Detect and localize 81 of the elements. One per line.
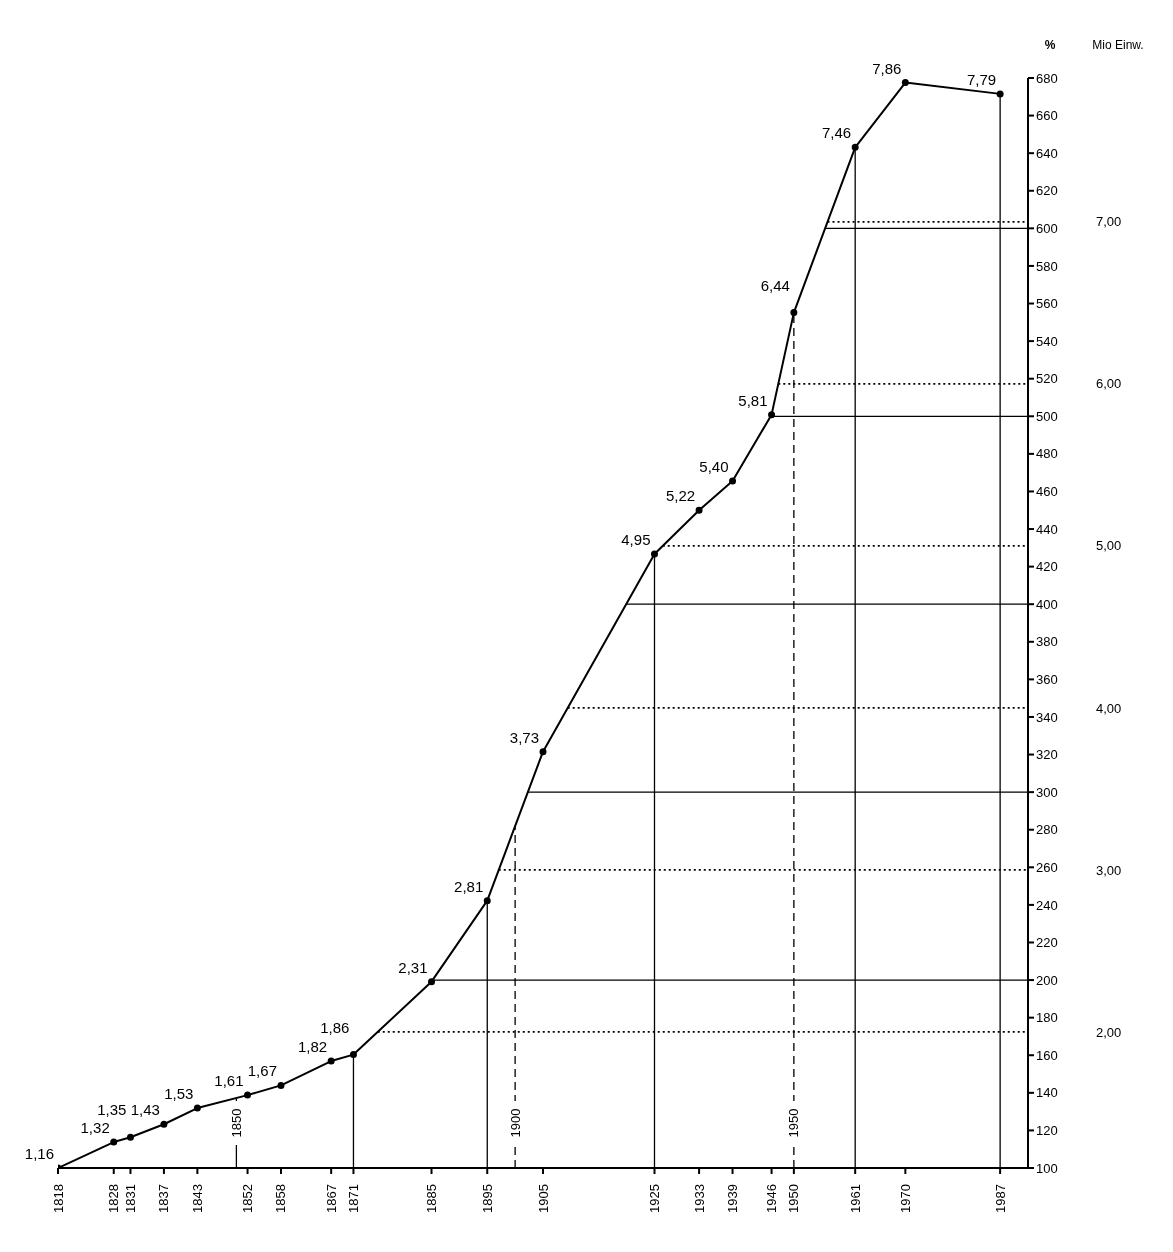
y2-tick-label: 4,00	[1096, 700, 1122, 716]
y-tick-label: 560	[1036, 296, 1058, 312]
y-tick-label: 400	[1036, 596, 1058, 612]
x-tick-label: 1858	[273, 1184, 289, 1213]
y-tick-label: 420	[1036, 559, 1058, 575]
y-tick-label: 600	[1036, 220, 1058, 236]
data-label: 5,40	[699, 458, 729, 476]
y-tick-label: 520	[1036, 371, 1058, 387]
x-tick-label: 1895	[479, 1184, 495, 1213]
y-tick-label: 220	[1036, 935, 1058, 951]
y-tick-label: 300	[1036, 784, 1058, 800]
data-label: 1,86	[320, 1018, 350, 1036]
ref-line-label: 1900	[507, 1108, 523, 1138]
data-label: 3,73	[509, 728, 539, 746]
y-tick-label: 280	[1036, 822, 1058, 838]
x-tick-label: 1961	[847, 1184, 863, 1213]
y-tick-label: 440	[1036, 521, 1058, 537]
y-tick-label: 580	[1036, 258, 1058, 274]
y-axis-title: %	[1043, 38, 1057, 52]
data-label: 1,16	[24, 1145, 54, 1162]
y-tick-label: 640	[1036, 145, 1058, 161]
y-tick-label: 500	[1036, 408, 1058, 424]
y2-tick-label: 5,00	[1096, 538, 1122, 554]
data-label: 1,35	[97, 1101, 127, 1119]
y-tick-label: 140	[1036, 1085, 1058, 1101]
y-tick-label: 620	[1036, 183, 1058, 199]
x-tick-label: 1939	[725, 1184, 741, 1213]
y-tick-label: 100	[1036, 1160, 1058, 1176]
y-tick-label: 680	[1036, 70, 1058, 86]
x-tick-label: 1867	[323, 1184, 339, 1213]
data-label: 1,67	[247, 1062, 277, 1080]
data-label: 1,61	[214, 1072, 244, 1090]
y-tick-label: 200	[1036, 972, 1058, 988]
x-tick-label: 1843	[189, 1184, 205, 1213]
ref-line-label: 1950	[786, 1108, 802, 1138]
y2-tick-label: 3,00	[1096, 862, 1122, 878]
x-tick-label: 1905	[535, 1184, 551, 1213]
y-tick-label: 360	[1036, 671, 1058, 687]
y-tick-label: 480	[1036, 446, 1058, 462]
y-tick-label: 260	[1036, 859, 1058, 875]
x-tick-label: 1933	[691, 1184, 707, 1213]
data-label: 4,95	[621, 530, 651, 548]
data-label: 7,86	[872, 59, 902, 77]
y-tick-label: 540	[1036, 333, 1058, 349]
data-label: 1,43	[130, 1101, 160, 1119]
x-tick-label: 1852	[240, 1184, 256, 1213]
y2-tick-label: 6,00	[1096, 376, 1122, 392]
x-tick-label: 1837	[156, 1184, 172, 1213]
y-tick-label: 180	[1036, 1010, 1058, 1026]
x-tick-label: 1987	[992, 1184, 1008, 1213]
y-tick-label: 320	[1036, 747, 1058, 763]
ref-line-label: 1850	[228, 1108, 244, 1138]
y2-axis-title: Mio Einw.	[1091, 38, 1145, 52]
data-label: 7,79	[966, 70, 997, 88]
y-tick-label: 460	[1036, 484, 1058, 500]
x-tick-label: 1831	[122, 1184, 138, 1213]
x-tick-label: 1946	[764, 1184, 780, 1213]
data-label: 6,44	[760, 276, 790, 294]
y-tick-label: 660	[1036, 108, 1058, 124]
data-label: 5,22	[665, 487, 696, 505]
x-tick-label: 1828	[106, 1184, 122, 1213]
x-tick-label: 1970	[897, 1184, 913, 1213]
data-label: 1,32	[80, 1119, 110, 1137]
y-tick-label: 120	[1036, 1123, 1058, 1139]
data-label: 1,53	[164, 1085, 194, 1103]
y-tick-label: 380	[1036, 634, 1058, 650]
y-tick-label: 340	[1036, 709, 1058, 725]
data-label: 7,46	[821, 124, 852, 142]
x-tick-label: 1925	[646, 1184, 662, 1213]
y2-tick-label: 2,00	[1096, 1024, 1122, 1040]
x-tick-label: 1885	[424, 1184, 440, 1213]
data-label: 2,31	[398, 958, 428, 976]
y2-tick-label: 7,00	[1096, 214, 1122, 230]
data-label: 1,82	[297, 1038, 328, 1056]
data-label: 5,81	[738, 391, 768, 409]
x-tick-label: 1950	[786, 1184, 802, 1213]
y-tick-label: 240	[1036, 897, 1058, 913]
x-tick-label: 1871	[345, 1184, 361, 1213]
y-tick-label: 160	[1036, 1047, 1058, 1063]
x-tick-label: 1818	[50, 1184, 66, 1213]
data-label: 2,81	[454, 877, 484, 895]
